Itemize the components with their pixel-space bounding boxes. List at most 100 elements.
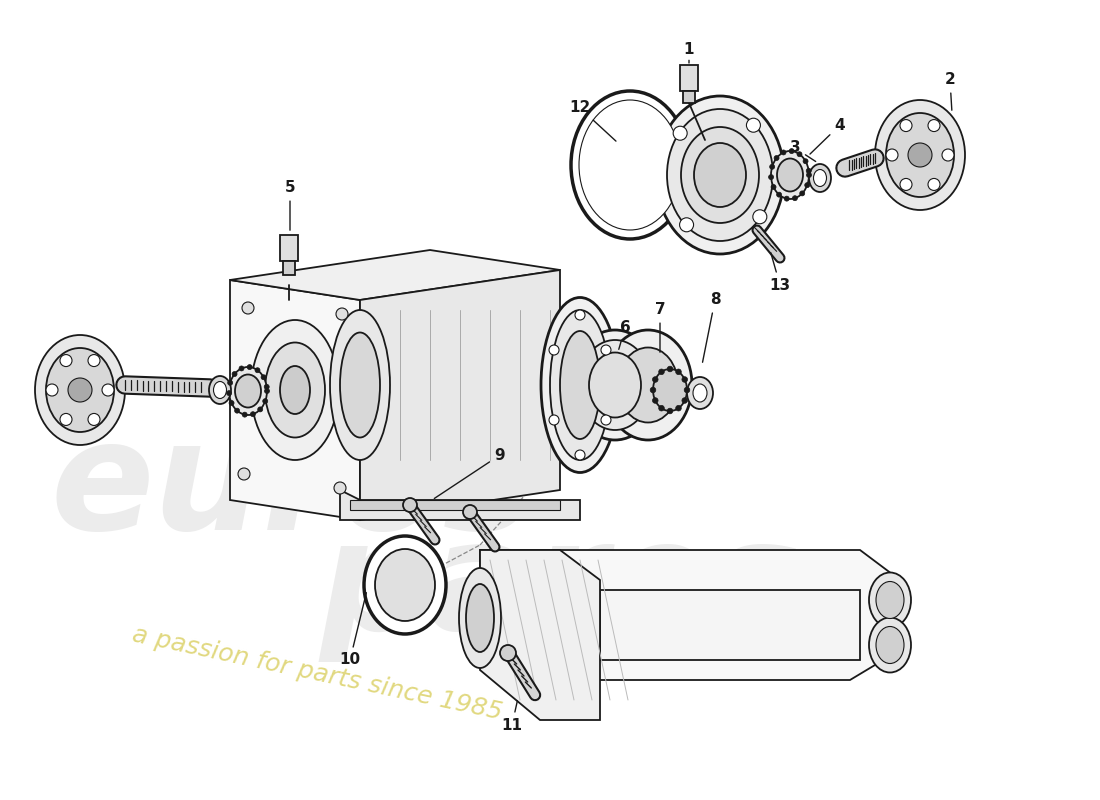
Circle shape — [549, 345, 559, 355]
Circle shape — [789, 149, 794, 154]
Circle shape — [803, 158, 808, 164]
Ellipse shape — [235, 374, 261, 407]
Text: 11: 11 — [502, 701, 522, 733]
Circle shape — [88, 414, 100, 426]
Circle shape — [601, 345, 610, 355]
Text: 8: 8 — [703, 293, 720, 362]
Bar — [280, 235, 298, 261]
Circle shape — [798, 152, 802, 157]
Circle shape — [928, 119, 940, 131]
Circle shape — [652, 377, 658, 382]
Circle shape — [263, 398, 267, 404]
Polygon shape — [360, 270, 560, 520]
Circle shape — [680, 218, 694, 232]
Ellipse shape — [869, 618, 911, 673]
Ellipse shape — [265, 342, 324, 438]
Polygon shape — [480, 550, 600, 720]
Circle shape — [227, 390, 232, 395]
Circle shape — [900, 119, 912, 131]
Ellipse shape — [777, 158, 803, 191]
Text: 2: 2 — [945, 73, 956, 110]
Circle shape — [650, 387, 656, 393]
Circle shape — [659, 369, 664, 374]
Circle shape — [601, 415, 610, 425]
Circle shape — [575, 310, 585, 320]
Circle shape — [336, 308, 348, 320]
Circle shape — [792, 196, 798, 201]
Text: 3: 3 — [790, 141, 816, 162]
Circle shape — [806, 173, 812, 178]
Text: 5: 5 — [285, 181, 295, 230]
Circle shape — [248, 365, 252, 370]
Circle shape — [774, 155, 779, 161]
Circle shape — [60, 354, 72, 366]
Circle shape — [752, 210, 767, 224]
Circle shape — [549, 415, 559, 425]
Ellipse shape — [694, 143, 746, 207]
Circle shape — [88, 354, 100, 366]
Text: 12: 12 — [570, 101, 616, 141]
Circle shape — [242, 412, 248, 417]
Text: 10: 10 — [340, 593, 366, 667]
Ellipse shape — [588, 353, 641, 418]
Circle shape — [264, 389, 270, 394]
Circle shape — [255, 368, 260, 373]
Circle shape — [675, 369, 681, 374]
Bar — [283, 261, 295, 275]
Ellipse shape — [604, 330, 692, 440]
Bar — [683, 91, 695, 103]
Circle shape — [463, 505, 477, 519]
Circle shape — [886, 149, 898, 161]
Circle shape — [261, 374, 266, 380]
Ellipse shape — [876, 626, 904, 663]
Ellipse shape — [280, 366, 310, 414]
Circle shape — [928, 178, 940, 190]
Circle shape — [673, 126, 688, 140]
Circle shape — [575, 450, 585, 460]
Ellipse shape — [876, 582, 904, 618]
Polygon shape — [360, 310, 580, 460]
Circle shape — [264, 384, 270, 390]
Polygon shape — [580, 340, 648, 430]
Circle shape — [46, 384, 58, 396]
Circle shape — [242, 302, 254, 314]
Circle shape — [781, 150, 786, 155]
Ellipse shape — [618, 347, 678, 422]
Ellipse shape — [466, 584, 494, 652]
Text: a passion for parts since 1985: a passion for parts since 1985 — [130, 623, 505, 725]
Circle shape — [668, 366, 673, 372]
Circle shape — [659, 406, 664, 411]
Circle shape — [68, 378, 92, 402]
Ellipse shape — [579, 340, 651, 430]
Text: 13: 13 — [769, 253, 791, 293]
Polygon shape — [230, 250, 560, 300]
Bar — [350, 500, 560, 510]
Ellipse shape — [571, 330, 659, 440]
Ellipse shape — [681, 127, 759, 223]
Ellipse shape — [869, 573, 911, 627]
Polygon shape — [480, 550, 900, 680]
Circle shape — [102, 384, 114, 396]
Text: 7: 7 — [654, 302, 666, 352]
Ellipse shape — [541, 298, 619, 473]
Ellipse shape — [209, 376, 231, 404]
Ellipse shape — [251, 320, 339, 460]
Text: 1: 1 — [684, 42, 694, 63]
Circle shape — [668, 408, 673, 414]
Circle shape — [228, 380, 232, 386]
Ellipse shape — [560, 331, 600, 439]
Ellipse shape — [693, 384, 707, 402]
Text: 6: 6 — [619, 321, 630, 350]
Ellipse shape — [886, 113, 954, 197]
Circle shape — [238, 468, 250, 480]
Circle shape — [942, 149, 954, 161]
Ellipse shape — [667, 109, 773, 241]
Circle shape — [806, 168, 811, 174]
Ellipse shape — [364, 536, 446, 634]
Ellipse shape — [656, 96, 784, 254]
Circle shape — [805, 182, 810, 188]
Circle shape — [771, 185, 775, 190]
Ellipse shape — [874, 100, 965, 210]
Circle shape — [229, 401, 234, 406]
Ellipse shape — [771, 151, 808, 199]
